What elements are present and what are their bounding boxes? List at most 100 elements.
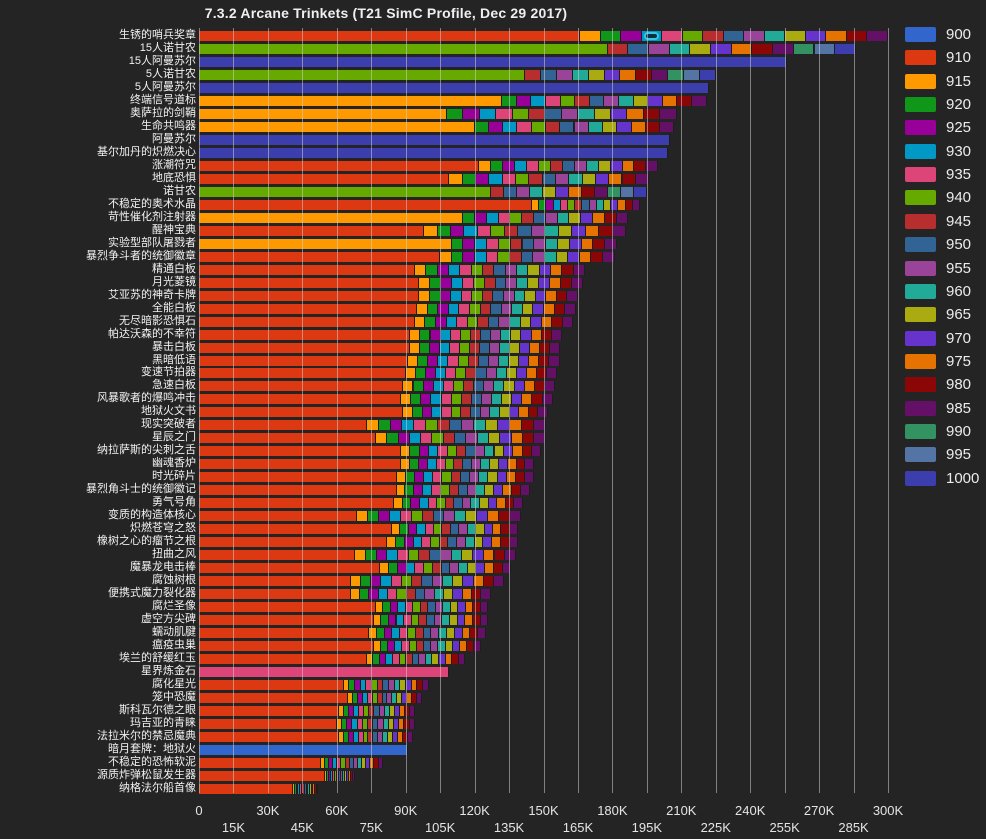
legend-item-940[interactable]: 940 bbox=[900, 189, 986, 209]
bar-segment-ilvl-940[interactable] bbox=[560, 95, 576, 106]
bar-segment-ilvl-985[interactable] bbox=[533, 420, 546, 431]
bar-segment-ilvl-915[interactable] bbox=[355, 550, 366, 561]
bar-segment-ilvl-960[interactable] bbox=[465, 537, 475, 548]
bar-segment-ilvl-915[interactable] bbox=[366, 654, 374, 665]
bar-segment-ilvl-940[interactable] bbox=[440, 485, 450, 496]
bar-segment-ilvl-960[interactable] bbox=[572, 69, 589, 80]
bar-segment-ilvl-945[interactable] bbox=[461, 394, 472, 405]
bar-segment-ilvl-915[interactable] bbox=[348, 692, 354, 703]
bar-segment-ilvl-970[interactable] bbox=[711, 43, 732, 54]
bar-segment-ilvl-965[interactable] bbox=[310, 783, 312, 794]
bar-segment-ilvl-950[interactable] bbox=[454, 498, 463, 509]
legend-item-950[interactable]: 950 bbox=[900, 236, 986, 256]
bar-segment-ilvl-935[interactable] bbox=[441, 394, 452, 405]
bar-segment-ilvl-910[interactable] bbox=[199, 420, 367, 431]
bar-segment-ilvl-930[interactable] bbox=[515, 160, 527, 171]
bar-segment-ilvl-930[interactable] bbox=[390, 511, 401, 522]
bar-segment-ilvl-910[interactable] bbox=[199, 524, 392, 535]
bar-segment-ilvl-960[interactable] bbox=[509, 316, 521, 327]
bar-segment-ilvl-960[interactable] bbox=[383, 718, 389, 729]
bar-segment-ilvl-925[interactable] bbox=[411, 498, 420, 509]
bar-segment-ilvl-930[interactable] bbox=[387, 550, 399, 561]
bar-segment-ilvl-925[interactable] bbox=[390, 420, 403, 431]
bar-segment-ilvl-980[interactable] bbox=[537, 368, 548, 379]
bar-segment-ilvl-910[interactable] bbox=[199, 498, 395, 509]
bar-segment-ilvl-985[interactable] bbox=[525, 459, 535, 470]
bar-segment-ilvl-975[interactable] bbox=[519, 407, 529, 418]
bar-segment-ilvl-965[interactable] bbox=[690, 43, 712, 54]
bar-segment-ilvl-985[interactable] bbox=[612, 225, 627, 236]
bar-segment-ilvl-975[interactable] bbox=[529, 355, 540, 366]
bar-segment-ilvl-955[interactable] bbox=[488, 355, 499, 366]
bar-segment-ilvl-920[interactable] bbox=[353, 692, 359, 703]
bar-segment-ilvl-935[interactable] bbox=[425, 524, 434, 535]
bar-segment-ilvl-985[interactable] bbox=[353, 770, 356, 781]
bar-segment-ilvl-910[interactable] bbox=[199, 31, 581, 41]
bar-segment-ilvl-930[interactable] bbox=[424, 472, 434, 483]
legend-item-935[interactable]: 935 bbox=[900, 166, 986, 186]
bar-segment-ilvl-925[interactable] bbox=[425, 368, 436, 379]
bar-segment-ilvl-995[interactable] bbox=[683, 69, 700, 80]
bar-segment-ilvl-970[interactable] bbox=[406, 680, 412, 690]
bar-segment-ilvl-950[interactable] bbox=[521, 251, 534, 262]
bar-segment-ilvl-925[interactable] bbox=[463, 238, 476, 249]
bar-segment-ilvl-930[interactable] bbox=[440, 329, 451, 340]
bar-segment-ilvl-940[interactable] bbox=[199, 69, 526, 80]
bar-segment-ilvl-930[interactable] bbox=[464, 225, 478, 236]
bar-segment-ilvl-965[interactable] bbox=[445, 641, 453, 652]
bar-segment-ilvl-920[interactable] bbox=[539, 199, 547, 210]
bar-segment-ilvl-950[interactable] bbox=[481, 329, 492, 340]
bar-segment-ilvl-975[interactable] bbox=[522, 394, 533, 405]
bar-segment-ilvl-930[interactable] bbox=[433, 381, 444, 392]
bar-segment-ilvl-940[interactable] bbox=[531, 121, 546, 132]
bar-segment-ilvl-910[interactable] bbox=[199, 394, 402, 405]
bar-segment-ilvl-925[interactable] bbox=[430, 329, 441, 340]
bar-segment-ilvl-980[interactable] bbox=[554, 303, 566, 314]
bar-segment-ilvl-920[interactable] bbox=[376, 628, 385, 639]
bar-segment-ilvl-930[interactable] bbox=[553, 199, 561, 210]
bar-segment-ilvl-955[interactable] bbox=[444, 511, 456, 522]
bar-segment-ilvl-915[interactable] bbox=[396, 485, 406, 496]
bar-segment-ilvl-910[interactable] bbox=[199, 446, 402, 457]
bar-segment-ilvl-910[interactable] bbox=[199, 290, 420, 301]
bar-segment-ilvl-910[interactable] bbox=[199, 329, 411, 340]
bar-segment-ilvl-960[interactable] bbox=[357, 757, 363, 768]
bar-segment-ilvl-940[interactable] bbox=[424, 563, 433, 574]
bar-segment-ilvl-950[interactable] bbox=[373, 718, 379, 729]
bar-segment-ilvl-925[interactable] bbox=[488, 121, 504, 132]
bar-segment-ilvl-985[interactable] bbox=[423, 680, 429, 690]
bar-segment-ilvl-980[interactable] bbox=[532, 394, 543, 405]
bar-segment-ilvl-955[interactable] bbox=[389, 680, 395, 690]
bar-segment-ilvl-975[interactable] bbox=[485, 563, 494, 574]
bar-segment-ilvl-925[interactable] bbox=[369, 589, 379, 600]
bar-segment-ilvl-940[interactable] bbox=[364, 705, 370, 716]
bar-segment-ilvl-970[interactable] bbox=[453, 589, 463, 600]
bar-segment-ilvl-1000[interactable] bbox=[199, 134, 670, 145]
bar-segment-ilvl-930[interactable] bbox=[331, 770, 334, 781]
bar-segment-ilvl-960[interactable] bbox=[477, 433, 490, 444]
bar-segment-ilvl-980[interactable] bbox=[516, 459, 526, 470]
bar-segment-ilvl-920[interactable] bbox=[411, 394, 422, 405]
bar-segment-ilvl-925[interactable] bbox=[474, 212, 487, 223]
bar-segment-ilvl-985[interactable] bbox=[542, 394, 553, 405]
bar-segment-ilvl-915[interactable] bbox=[449, 173, 463, 184]
bar-segment-ilvl-950[interactable] bbox=[493, 290, 504, 301]
bar-segment-ilvl-910[interactable] bbox=[199, 303, 418, 314]
bar-segment-ilvl-970[interactable] bbox=[555, 186, 569, 197]
bar-segment-ilvl-920[interactable] bbox=[420, 329, 431, 340]
bar-segment-ilvl-945[interactable] bbox=[484, 277, 496, 288]
bar-segment-ilvl-950[interactable] bbox=[423, 641, 432, 652]
bar-segment-ilvl-975[interactable] bbox=[492, 537, 501, 548]
bar-segment-ilvl-965[interactable] bbox=[494, 446, 504, 457]
bar-segment-ilvl-920[interactable] bbox=[294, 783, 297, 794]
bar-segment-ilvl-960[interactable] bbox=[588, 121, 604, 132]
bar-segment-ilvl-985[interactable] bbox=[409, 705, 415, 716]
bar-segment-ilvl-985[interactable] bbox=[547, 368, 558, 379]
bar-segment-ilvl-915[interactable] bbox=[375, 433, 388, 444]
bar-segment-ilvl-915[interactable] bbox=[373, 615, 382, 626]
bar-segment-ilvl-910[interactable] bbox=[199, 731, 340, 742]
bar-segment-ilvl-940[interactable] bbox=[434, 524, 443, 535]
bar-segment-ilvl-965[interactable] bbox=[594, 108, 612, 119]
bar-segment-ilvl-935[interactable] bbox=[441, 407, 452, 418]
bar-segment-ilvl-940[interactable] bbox=[498, 238, 511, 249]
